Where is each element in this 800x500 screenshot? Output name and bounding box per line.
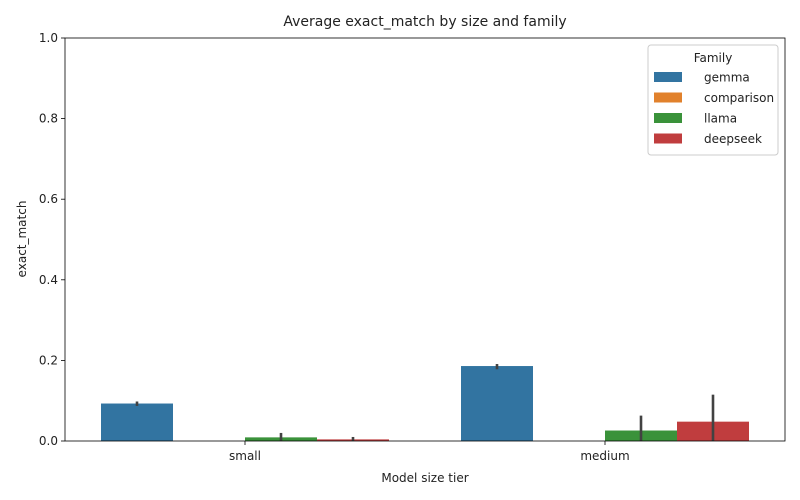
chart-title: Average exact_match by size and family <box>283 14 566 30</box>
bar-gemma-medium <box>461 366 533 441</box>
plot-frame <box>64 37 786 442</box>
y-axis-title: exact_match <box>15 201 29 278</box>
y-tick-label: 0.6 <box>39 192 58 206</box>
y-tick-label: 0.8 <box>39 112 58 126</box>
legend-swatch-deepseek <box>654 133 682 144</box>
x-tick-label: medium <box>580 449 629 463</box>
legend-swatch-gemma <box>654 72 682 82</box>
legend-label-deepseek: deepseek <box>704 132 762 146</box>
y-axis: 0.0 0.2 0.4 0.6 0.8 1.0 <box>39 31 65 448</box>
y-tick-label: 0.2 <box>39 353 58 367</box>
legend-swatch-comparison <box>654 92 682 103</box>
legend-title: Family <box>694 51 733 65</box>
x-axis: small medium <box>229 441 630 463</box>
bar-gemma-small <box>101 403 173 441</box>
legend-label-gemma: gemma <box>704 71 750 85</box>
legend: Family gemma comparison llama deepseek <box>647 44 779 156</box>
y-tick-label: 1.0 <box>39 31 58 45</box>
y-tick-label: 0.4 <box>39 273 58 287</box>
plot-area <box>64 37 786 442</box>
legend-swatch-llama <box>654 113 682 123</box>
x-tick-label: small <box>229 449 261 463</box>
x-axis-title: Model size tier <box>381 471 468 485</box>
legend-label-comparison: comparison <box>704 91 774 105</box>
y-tick-label: 0.0 <box>39 434 58 448</box>
legend-label-llama: llama <box>704 112 737 126</box>
